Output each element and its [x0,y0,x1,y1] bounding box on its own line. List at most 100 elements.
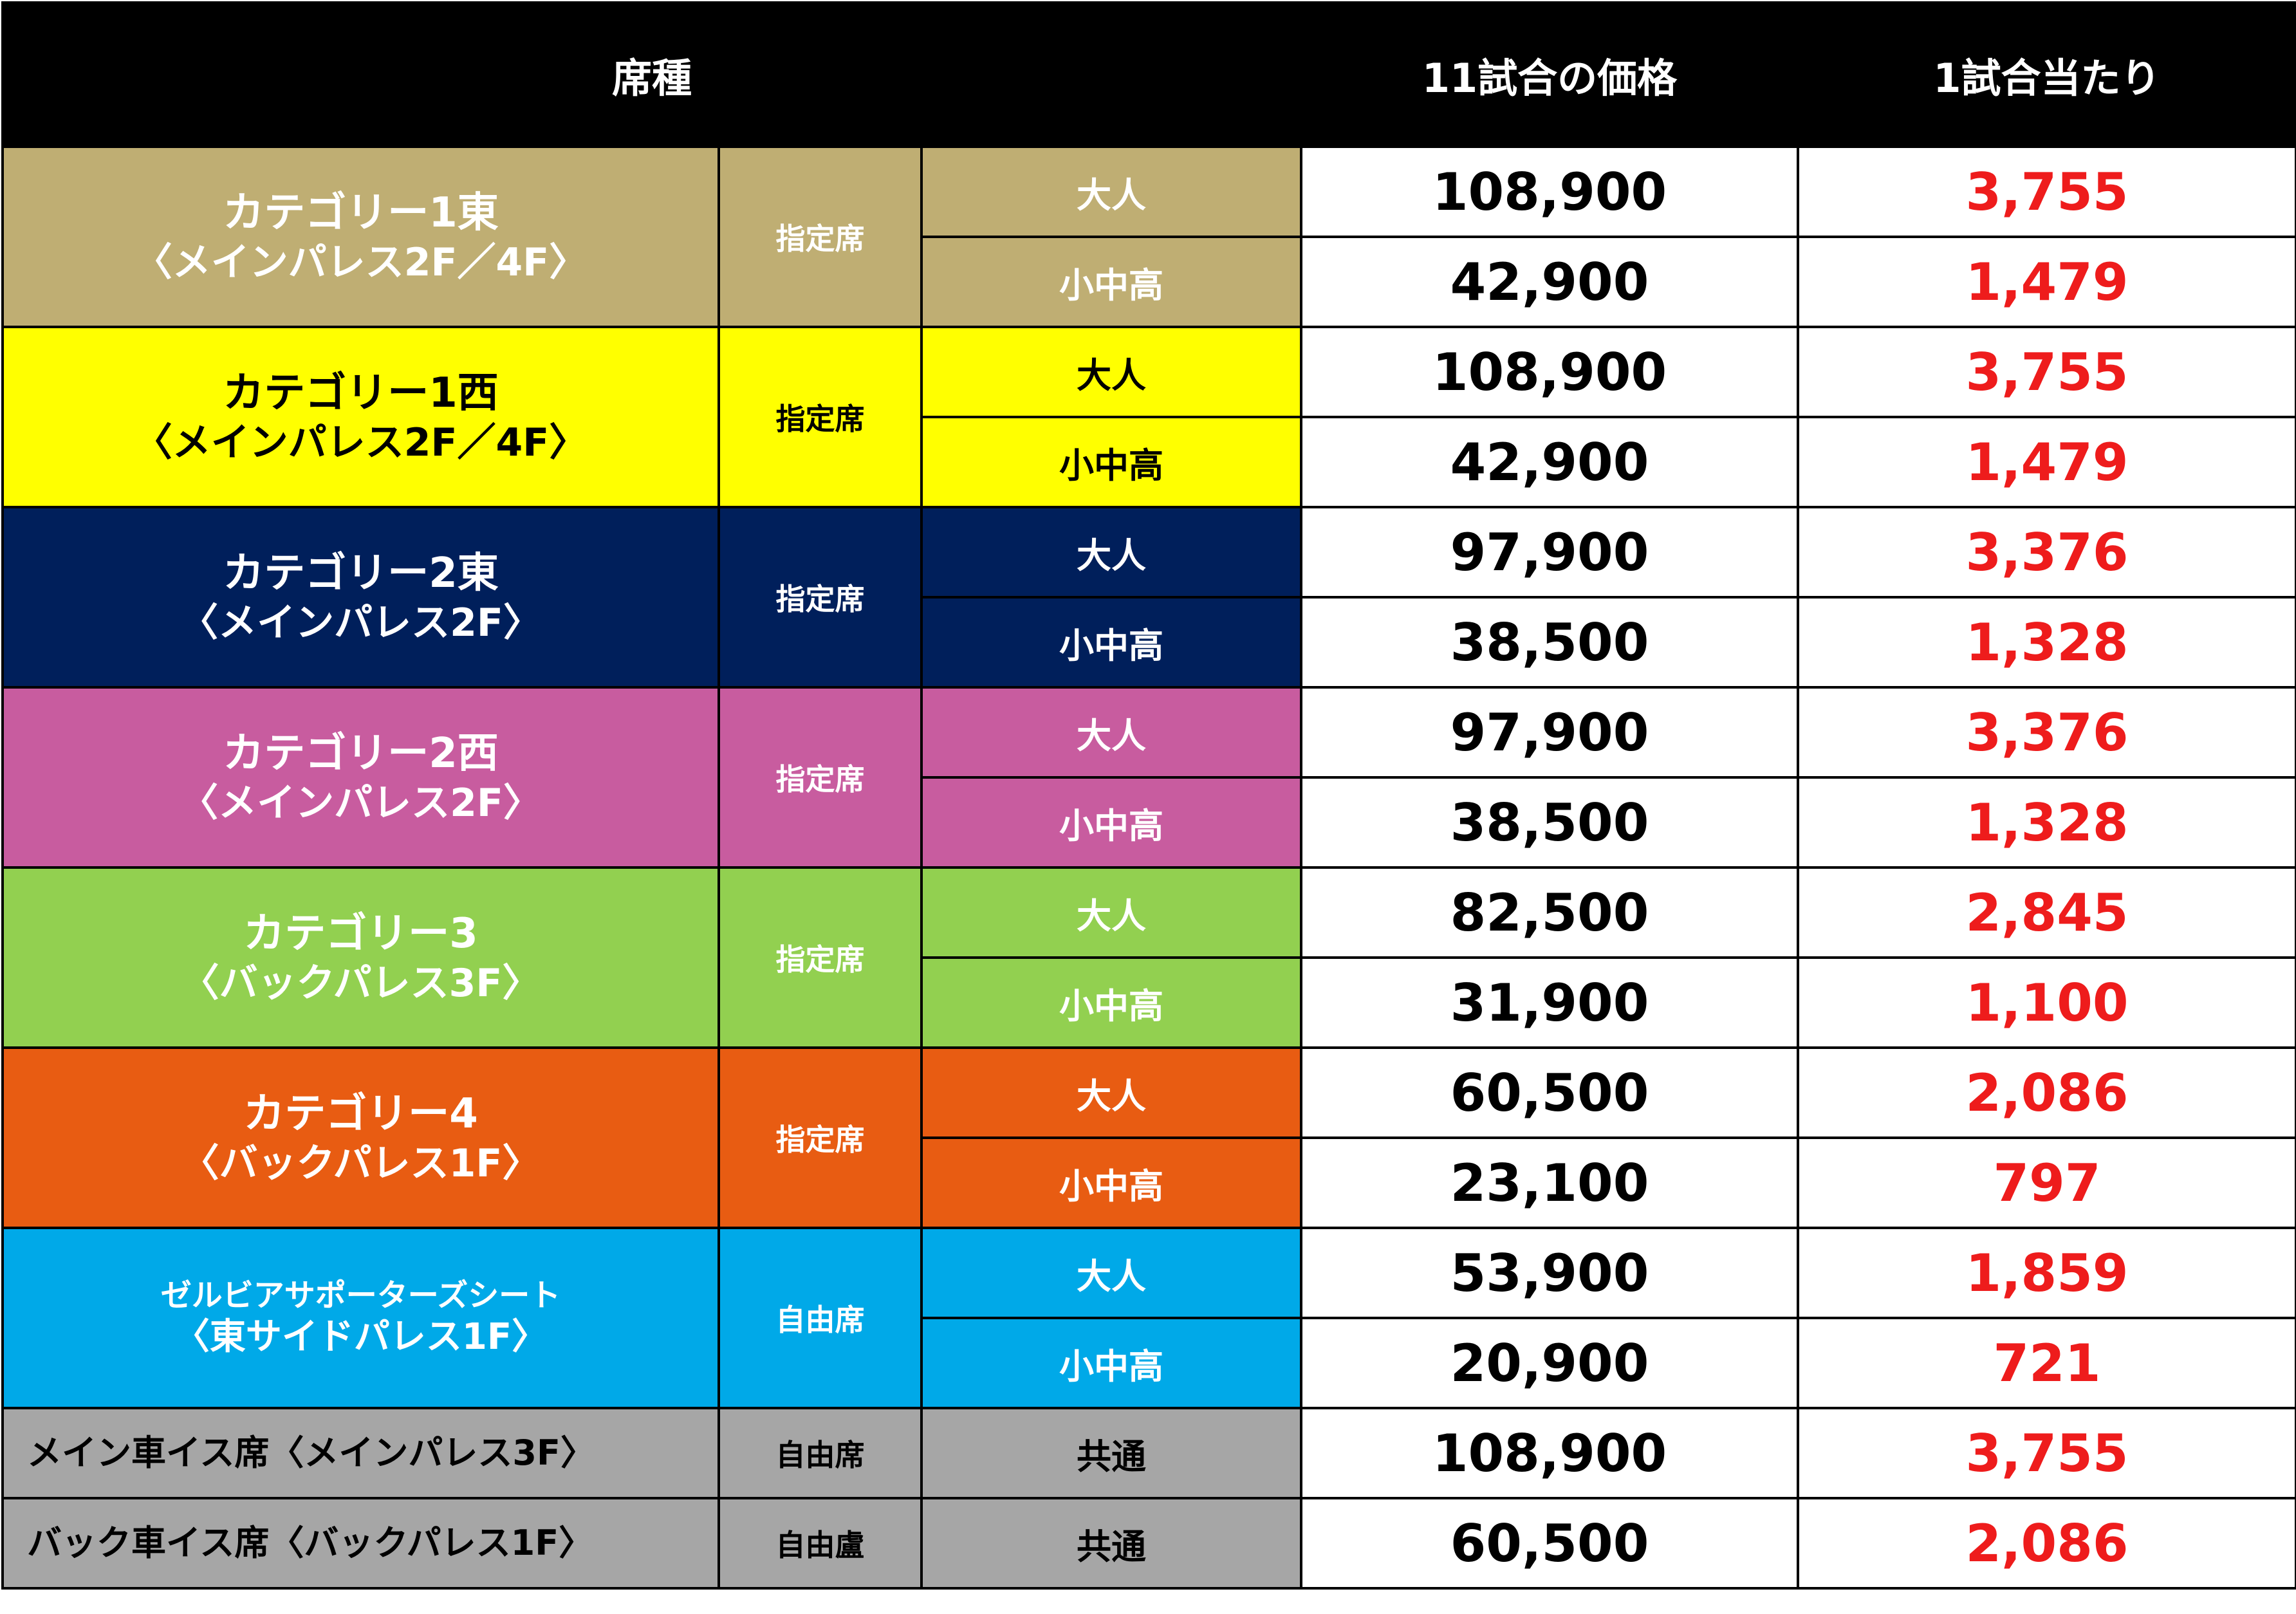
price-11-youth: 42,900 [1300,236,1799,328]
category-row-youth: 小中高 23,100 797 [3,1136,2296,1229]
wheelchair-name: バック車イス席〈バックパレス1F〉 [1,1497,720,1590]
per-match-youth: 721 [1797,1317,2296,1409]
age-label-common: 共通 [920,1407,1302,1499]
per-match-youth: 1,328 [1797,596,2296,689]
per-match-youth: 797 [1797,1136,2296,1229]
per-match-youth: 1,328 [1797,776,2296,869]
header-price-11: 11試合の価格 [1300,1,1799,148]
age-label-adult: 大人 [920,145,1302,238]
seat-type: 指定席 [718,1046,923,1229]
price-11-adult: 108,900 [1300,145,1799,238]
seat-type: 指定席 [718,506,923,689]
seat-type: 指定席 [718,145,923,328]
category-location: 〈メインパレス2F〉 [180,600,542,645]
seat-type: 指定席 [718,686,923,869]
age-label-common: 共通 [920,1497,1302,1590]
price-11-adult: 97,900 [1300,686,1799,779]
per-match-youth: 1,479 [1797,416,2296,508]
per-match-youth: 1,479 [1797,236,2296,328]
price-11-common: 108,900 [1300,1407,1799,1499]
category-row-adult: カテゴリー2西 〈メインパレス2F〉 指定席 大人 97,900 3,376 [1,686,2296,869]
price-11-youth: 23,100 [1300,1136,1799,1229]
seat-type: 自由席 [718,1227,923,1409]
category-name-cell: ゼルビアサポーターズシート 〈東サイドパレス1F〉 [1,1227,720,1409]
header-row: 席種 11試合の価格 1試合当たり [1,1,2296,148]
age-label-adult: 大人 [920,1046,1302,1139]
age-label-youth: 小中高 [920,776,1302,869]
per-match-youth: 1,100 [1797,956,2296,1049]
age-label-youth: 小中高 [920,596,1302,689]
age-label-adult: 大人 [920,686,1302,779]
category-name-cell: カテゴリー1東 〈メインパレス2F／4F〉 [1,145,720,328]
per-match-common: 2,086 [1797,1497,2296,1590]
category-row-adult: カテゴリー1西 〈メインパレス2F／4F〉 指定席 大人 108,900 3,755 [1,326,2296,508]
category-row-youth: 小中高 38,500 1,328 [3,776,2296,869]
category-name-cell: カテゴリー2西 〈メインパレス2F〉 [1,686,720,869]
price-11-youth: 38,500 [1300,776,1799,869]
wheelchair-row: バック車イス席〈バックパレス1F〉 自由盧 共通 60,500 2,086 [1,1497,2296,1590]
price-11-adult: 60,500 [1300,1046,1799,1139]
category-name-cell: カテゴリー2東 〈メインパレス2F〉 [1,506,720,689]
age-label-youth: 小中高 [920,956,1302,1049]
header-per-match: 1試合当たり [1797,1,2296,148]
price-11-youth: 38,500 [1300,596,1799,689]
category-row-youth: 小中高 38,500 1,328 [3,596,2296,689]
category-name: カテゴリー1東 [223,189,499,237]
wheelchair-row: メイン車イス席〈メインパレス3F〉 自由席 共通 108,900 3,755 [1,1407,2296,1499]
header-seat-type: 席種 [1,1,1302,148]
per-match-adult: 2,086 [1797,1046,2296,1139]
age-label-youth: 小中高 [920,416,1302,508]
category-row-adult: カテゴリー2東 〈メインパレス2F〉 指定席 大人 97,900 3,376 [1,506,2296,689]
per-match-adult: 2,845 [1797,866,2296,959]
age-label-youth: 小中高 [920,1136,1302,1229]
seat-type: 自由席 [718,1407,923,1499]
seat-type: 自由盧 [718,1497,923,1590]
category-name: ゼルビアサポーターズシート [160,1277,561,1313]
category-name: カテゴリー4 [243,1090,478,1138]
age-label-adult: 大人 [920,866,1302,959]
category-row-youth: 小中高 42,900 1,479 [3,236,2296,328]
wheelchair-name: メイン車イス席〈メインパレス3F〉 [1,1407,720,1499]
per-match-adult: 3,376 [1797,506,2296,598]
price-11-adult: 82,500 [1300,866,1799,959]
category-name: カテゴリー1西 [223,369,499,417]
category-row-adult: カテゴリー4 〈バックパレス1F〉 指定席 大人 60,500 2,086 [1,1046,2296,1229]
category-location: 〈バックパレス1F〉 [180,1140,541,1186]
category-row-youth: 小中高 42,900 1,479 [3,416,2296,508]
per-match-adult: 1,859 [1797,1227,2296,1319]
per-match-adult: 3,376 [1797,686,2296,779]
category-row-youth: 小中高 20,900 721 [3,1317,2296,1409]
age-label-youth: 小中高 [920,1317,1302,1409]
age-label-adult: 大人 [920,1227,1302,1319]
seat-type: 指定席 [718,866,923,1049]
category-location: 〈メインパレス2F／4F〉 [133,420,588,465]
category-row-youth: 小中高 31,900 1,100 [3,956,2296,1049]
age-label-youth: 小中高 [920,236,1302,328]
age-label-adult: 大人 [920,506,1302,598]
category-location: 〈東サイドパレス1F〉 [173,1316,548,1358]
seat-type: 指定席 [718,326,923,508]
category-location: 〈メインパレス2F〉 [180,780,542,826]
price-11-adult: 53,900 [1300,1227,1799,1319]
price-11-common: 60,500 [1300,1497,1799,1590]
category-name: カテゴリー3 [243,909,478,958]
category-name-cell: カテゴリー3 〈バックパレス3F〉 [1,866,720,1049]
category-name-cell: カテゴリー4 〈バックパレス1F〉 [1,1046,720,1229]
age-label-adult: 大人 [920,326,1302,418]
category-location: 〈バックパレス3F〉 [180,960,541,1006]
price-11-youth: 31,900 [1300,956,1799,1049]
price-11-youth: 20,900 [1300,1317,1799,1409]
category-row-adult: ゼルビアサポーターズシート 〈東サイドパレス1F〉 自由席 大人 53,900 1,859 [1,1227,2296,1409]
category-row-adult: カテゴリー3 〈バックパレス3F〉 指定席 大人 82,500 2,845 [1,866,2296,1049]
category-row-adult: カテゴリー1東 〈メインパレス2F／4F〉 指定席 大人 108,900 3,755 [1,145,2296,328]
price-11-adult: 108,900 [1300,326,1799,418]
category-name: カテゴリー2東 [223,549,499,597]
price-11-youth: 42,900 [1300,416,1799,508]
category-name-cell: カテゴリー1西 〈メインパレス2F／4F〉 [1,326,720,508]
per-match-adult: 3,755 [1797,145,2296,238]
category-name: カテゴリー2西 [223,729,499,777]
category-location: 〈メインパレス2F／4F〉 [133,239,588,285]
per-match-common: 3,755 [1797,1407,2296,1499]
per-match-adult: 3,755 [1797,326,2296,418]
